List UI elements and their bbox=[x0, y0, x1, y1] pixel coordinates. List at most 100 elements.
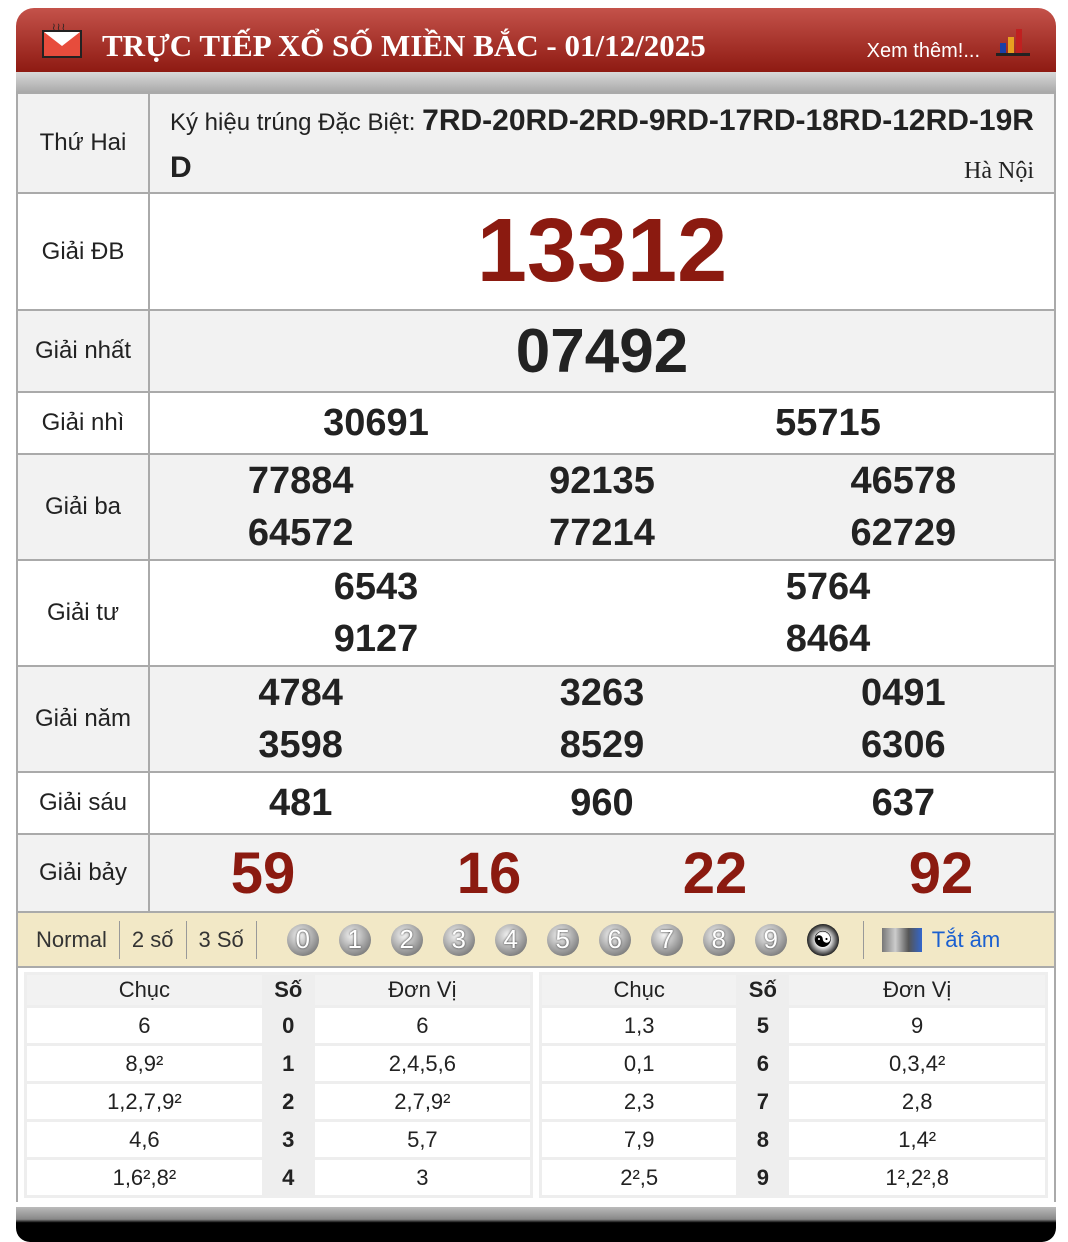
loto-head: 8 bbox=[736, 1119, 790, 1160]
loto-tens: 6 bbox=[24, 1005, 265, 1046]
steam-icon: ≀≀≀ bbox=[52, 22, 67, 33]
loto-tens: 1,3 bbox=[538, 1005, 740, 1046]
prize-row-fourth: Giải tư 6543 5764 9127 8464 bbox=[16, 559, 1056, 667]
header-so: Số bbox=[261, 972, 315, 1008]
loto-row: 1,3 5 9 bbox=[538, 1005, 1048, 1046]
loto-units: 2,4,5,6 bbox=[311, 1043, 534, 1084]
loto-row: 2,3 7 2,8 bbox=[538, 1081, 1048, 1122]
prize-row-third: Giải ba 77884 92135 46578 64572 77214 62729 bbox=[16, 453, 1056, 561]
prize-number: 5764 bbox=[785, 566, 871, 608]
prize-number: 64572 bbox=[247, 512, 354, 554]
prize-number: 59 bbox=[230, 840, 296, 906]
prize-number: 3263 bbox=[559, 672, 645, 714]
loto-row: 4,6 3 5,7 bbox=[24, 1119, 534, 1160]
digit-5-button[interactable]: 5 bbox=[546, 923, 579, 956]
header-donvi: Đơn Vị bbox=[311, 972, 534, 1008]
see-more-link[interactable]: Xem thêm!... bbox=[866, 40, 980, 62]
loto-units: 1²,2²,8 bbox=[786, 1157, 1048, 1198]
loto-units: 6 bbox=[311, 1005, 534, 1046]
prize-row-seventh: Giải bảy 59 16 22 92 bbox=[16, 833, 1056, 913]
prize-number: 92 bbox=[908, 840, 974, 906]
header-donvi: Đơn Vị bbox=[786, 972, 1048, 1008]
loto-tens: 0,1 bbox=[538, 1043, 740, 1084]
loto-head: 6 bbox=[736, 1043, 790, 1084]
bar-chart-icon[interactable] bbox=[994, 29, 1034, 56]
results-table: Thứ Hai Ký hiệu trúng Đặc Biệt: 7RD-20RD… bbox=[16, 92, 1056, 913]
digit-4-button[interactable]: 4 bbox=[494, 923, 527, 956]
special-prize-number: 13312 bbox=[476, 201, 728, 301]
header-so: Số bbox=[736, 972, 790, 1008]
loto-head: 2 bbox=[261, 1081, 315, 1122]
prize-number: 92135 bbox=[549, 460, 655, 502]
mute-toggle[interactable]: Tắt âm bbox=[931, 926, 1001, 952]
info-row: Thứ Hai Ký hiệu trúng Đặc Biệt: 7RD-20RD… bbox=[16, 92, 1056, 194]
loto-head: 3 bbox=[261, 1119, 315, 1160]
first-prize-number: 07492 bbox=[515, 316, 689, 386]
prize-row-sixth: Giải sáu 481 960 637 bbox=[16, 771, 1056, 835]
footer-bar bbox=[16, 1207, 1056, 1242]
prize-label: Giải bảy bbox=[16, 833, 150, 913]
loto-head: 0 bbox=[261, 1005, 315, 1046]
digit-2-button[interactable]: 2 bbox=[390, 923, 423, 956]
loto-row: 7,9 8 1,4² bbox=[538, 1119, 1048, 1160]
loto-head: 4 bbox=[261, 1157, 315, 1198]
digit-0-button[interactable]: 0 bbox=[286, 923, 319, 956]
digit-6-button[interactable]: 6 bbox=[598, 923, 631, 956]
prize-number: 6306 bbox=[861, 724, 946, 766]
digit-3-button[interactable]: 3 bbox=[442, 923, 475, 956]
results-panel: ≀≀≀ TRỰC TIẾP XỔ SỐ MIỀN BẮC - 01/12/202… bbox=[16, 8, 1056, 1242]
prize-number: 55715 bbox=[775, 402, 881, 444]
prize-number: 46578 bbox=[850, 460, 957, 502]
prize-number: 77214 bbox=[549, 512, 655, 554]
yin-yang-icon[interactable]: ☯ bbox=[806, 923, 839, 956]
prize-label: Giải tư bbox=[16, 559, 150, 667]
header-band bbox=[16, 72, 1056, 92]
loto-row: 2²,5 9 1²,2²,8 bbox=[538, 1157, 1048, 1198]
loto-row: 0,1 6 0,3,4² bbox=[538, 1043, 1048, 1084]
mode-normal-button[interactable]: Normal bbox=[36, 926, 107, 952]
special-codes: 7RD-20RD-2RD-9RD-17RD-18RD-12RD-19RD bbox=[170, 104, 1034, 184]
mail-icon bbox=[42, 30, 82, 58]
loto-units: 5,7 bbox=[311, 1119, 534, 1160]
prize-label: Giải nhất bbox=[16, 309, 150, 393]
loto-tables: Chục Số Đơn Vị 6 0 6 8,9² 1 2,4,5,6 1,2,7,9² 2 2,7,… bbox=[16, 968, 1056, 1202]
digit-8-button[interactable]: 8 bbox=[702, 923, 735, 956]
prize-row-fifth: Giải năm 4784 3263 0491 3598 8529 6306 bbox=[16, 665, 1056, 773]
speaker-icon[interactable] bbox=[881, 927, 922, 952]
prize-label: Giải ĐB bbox=[16, 192, 150, 311]
prize-number: 4784 bbox=[258, 672, 343, 714]
loto-head: 5 bbox=[736, 1005, 790, 1046]
digit-9-button[interactable]: 9 bbox=[754, 923, 787, 956]
header-bar: ≀≀≀ TRỰC TIẾP XỔ SỐ MIỀN BẮC - 01/12/202… bbox=[16, 8, 1056, 72]
loto-head: 1 bbox=[261, 1043, 315, 1084]
header-chuc: Chục bbox=[24, 972, 265, 1008]
loto-table-left: Chục Số Đơn Vị 6 0 6 8,9² 1 2,4,5,6 1,2,7,9² 2 2,7,… bbox=[24, 972, 534, 1198]
code-label: Ký hiệu trúng Đặc Biệt: bbox=[170, 109, 423, 136]
prize-row-special: Giải ĐB 13312 bbox=[16, 192, 1056, 311]
digit-1-button[interactable]: 1 bbox=[338, 923, 371, 956]
page-title: TRỰC TIẾP XỔ SỐ MIỀN BẮC - 01/12/2025 bbox=[102, 28, 706, 63]
loto-tens: 8,9² bbox=[24, 1043, 265, 1084]
loto-tens: 7,9 bbox=[538, 1119, 740, 1160]
prize-number: 0491 bbox=[861, 672, 946, 714]
mode-3-digit-button[interactable]: 3 Số bbox=[198, 926, 244, 952]
prize-label: Giải nhì bbox=[16, 391, 150, 455]
loto-row: 1,2,7,9² 2 2,7,9² bbox=[24, 1081, 534, 1122]
loto-tens: 2²,5 bbox=[538, 1157, 740, 1198]
loto-tens: 4,6 bbox=[24, 1119, 265, 1160]
loto-units: 3 bbox=[311, 1157, 534, 1198]
mode-2-digit-button[interactable]: 2 số bbox=[131, 926, 174, 952]
prize-number: 62729 bbox=[850, 512, 957, 554]
loto-table-right: Chục Số Đơn Vị 1,3 5 9 0,1 6 0,3,4² 2,3 7 2,8 7,9 8 1,… bbox=[538, 972, 1048, 1198]
prize-number: 22 bbox=[682, 840, 748, 906]
loto-row: 1,6²,8² 4 3 bbox=[24, 1157, 534, 1198]
loto-units: 9 bbox=[786, 1005, 1048, 1046]
loto-tens: 1,6²,8² bbox=[24, 1157, 265, 1198]
prize-number: 8464 bbox=[785, 618, 871, 660]
prize-number: 30691 bbox=[323, 402, 429, 444]
prize-number: 8529 bbox=[559, 724, 645, 766]
prize-number: 3598 bbox=[258, 724, 343, 766]
day-label: Thứ Hai bbox=[16, 92, 150, 194]
digit-7-button[interactable]: 7 bbox=[650, 923, 683, 956]
